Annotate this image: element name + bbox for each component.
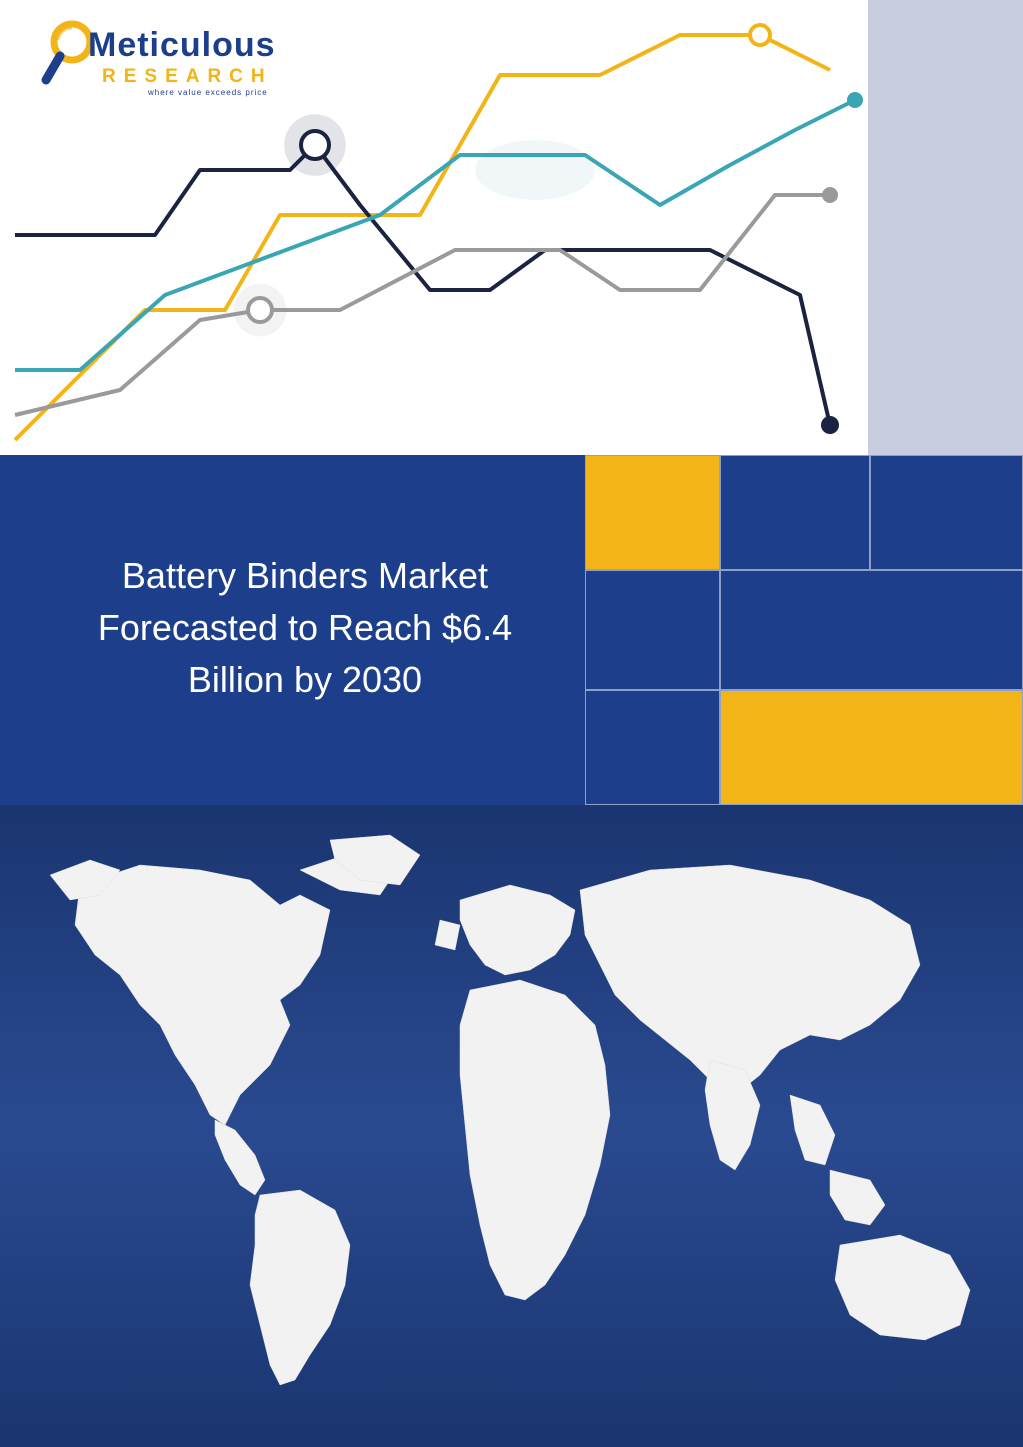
logo-sub-text: RESEARCH [102,66,273,88]
chart-section: Meticulous RESEARCH where value exceeds … [0,0,1023,455]
grid-box [870,455,1023,570]
report-title: Battery Binders Market Forecasted to Rea… [50,550,560,707]
title-section: Battery Binders Market Forecasted to Rea… [0,455,1023,805]
grid-box [720,570,1023,690]
grid-box [720,455,870,570]
logo-tagline: where value exceeds price [148,88,268,97]
world-map-section [0,805,1023,1447]
logo: Meticulous RESEARCH where value exceeds … [40,18,300,108]
world-map [0,825,1023,1405]
chart-area: Meticulous RESEARCH where value exceeds … [0,0,868,455]
grid-box [585,690,720,805]
grid-box [720,690,1023,805]
decorative-grid [585,455,1023,805]
chart-right-band [868,0,1023,455]
logo-main-text: Meticulous [88,26,276,65]
grid-box [585,455,720,570]
grid-box [585,570,720,690]
